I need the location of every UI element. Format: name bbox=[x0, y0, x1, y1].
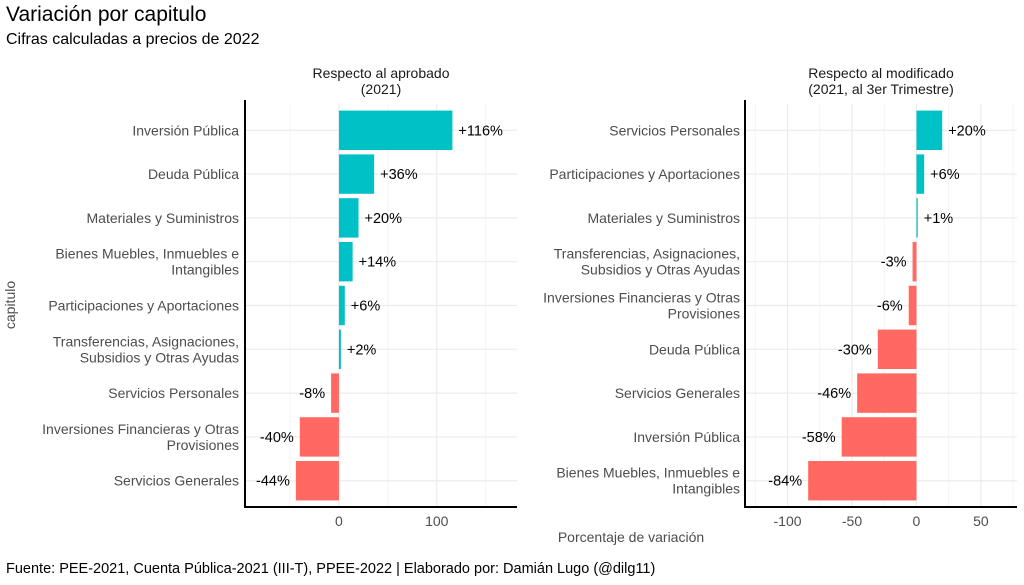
category-label: Bienes Muebles, Inmuebles e bbox=[55, 246, 239, 262]
category-label: Provisiones bbox=[668, 306, 740, 322]
category-label: Subsidios y Otras Ayudas bbox=[80, 349, 239, 365]
category-label: Participaciones y Aportaciones bbox=[48, 298, 239, 314]
data-label: -58% bbox=[802, 430, 836, 446]
bar bbox=[338, 154, 375, 194]
category-label: Participaciones y Aportaciones bbox=[549, 166, 740, 182]
data-label: +20% bbox=[948, 123, 986, 139]
x-tick-label: 50 bbox=[973, 513, 989, 529]
x-tick-label: 0 bbox=[913, 513, 921, 529]
bar bbox=[841, 417, 917, 457]
category-label: Inversión Pública bbox=[633, 429, 740, 445]
category-label: Transferencias, Asignaciones, bbox=[53, 333, 239, 349]
data-label: +36% bbox=[380, 167, 418, 183]
data-label: +6% bbox=[930, 167, 960, 183]
x-tick-label: -100 bbox=[774, 513, 802, 529]
bar bbox=[338, 198, 359, 238]
bar bbox=[295, 461, 339, 501]
data-label: -84% bbox=[768, 474, 802, 490]
data-label: -46% bbox=[817, 386, 851, 402]
category-label: Provisiones bbox=[167, 437, 239, 453]
category-label: Servicios Personales bbox=[609, 122, 740, 138]
chart-subtitle: Cifras calculadas a precios de 2022 bbox=[6, 31, 260, 48]
y-axis-title: capitulo bbox=[2, 281, 18, 329]
bar bbox=[338, 329, 341, 370]
data-label: -44% bbox=[256, 474, 290, 490]
x-tick-label: -50 bbox=[842, 513, 862, 529]
bar bbox=[299, 417, 339, 457]
category-label: Bienes Muebles, Inmuebles e bbox=[556, 465, 740, 481]
category-label: Inversiones Financieras y Otras bbox=[42, 421, 239, 437]
category-label: Deuda Pública bbox=[148, 166, 239, 182]
bar bbox=[331, 373, 339, 413]
category-label: Transferencias, Asignaciones, bbox=[554, 246, 740, 262]
chart-caption: Fuente: PEE-2021, Cuenta Pública-2021 (I… bbox=[6, 561, 656, 577]
bar bbox=[908, 285, 917, 326]
data-label: +14% bbox=[359, 255, 397, 271]
panel-title: Respecto al modificado bbox=[808, 65, 954, 81]
data-label: -40% bbox=[260, 430, 294, 446]
category-label: Servicios Personales bbox=[108, 385, 239, 401]
category-label: Intangibles bbox=[672, 481, 740, 497]
bar bbox=[912, 241, 917, 282]
chart-title: Variación por capitulo bbox=[6, 3, 207, 26]
category-label: Materiales y Suministros bbox=[588, 210, 741, 226]
category-label: Inversión Pública bbox=[132, 122, 239, 138]
x-tick-label: 0 bbox=[335, 513, 343, 529]
bar bbox=[857, 373, 917, 413]
bar bbox=[338, 285, 345, 326]
category-label: Servicios Generales bbox=[114, 473, 239, 489]
x-tick-label: 100 bbox=[425, 513, 449, 529]
data-label: +20% bbox=[364, 211, 402, 227]
category-label: Materiales y Suministros bbox=[87, 210, 240, 226]
data-label: -3% bbox=[881, 255, 907, 271]
bar bbox=[338, 241, 353, 282]
data-label: -6% bbox=[877, 299, 903, 315]
category-label: Inversiones Financieras y Otras bbox=[543, 290, 740, 306]
data-label: -8% bbox=[299, 386, 325, 402]
bar bbox=[808, 461, 917, 501]
category-label: Servicios Generales bbox=[615, 385, 740, 401]
panel-title: Respecto al aprobado bbox=[313, 65, 450, 81]
bar bbox=[916, 154, 925, 194]
data-label: +1% bbox=[924, 211, 954, 227]
bar bbox=[877, 329, 917, 370]
data-label: -30% bbox=[838, 342, 872, 358]
category-label: Intangibles bbox=[171, 262, 239, 278]
category-label: Deuda Pública bbox=[649, 341, 740, 357]
panel-title-line2: (2021) bbox=[361, 81, 401, 97]
bar bbox=[338, 110, 453, 150]
category-label: Subsidios y Otras Ayudas bbox=[581, 262, 740, 278]
panel-title-line2: (2021, al 3er Trimestre) bbox=[808, 81, 954, 97]
bar bbox=[916, 110, 943, 150]
data-label: +2% bbox=[347, 342, 377, 358]
bar bbox=[916, 198, 918, 238]
x-axis-title: Porcentaje de variación bbox=[558, 529, 704, 545]
data-label: +6% bbox=[351, 299, 381, 315]
data-label: +116% bbox=[458, 123, 503, 139]
